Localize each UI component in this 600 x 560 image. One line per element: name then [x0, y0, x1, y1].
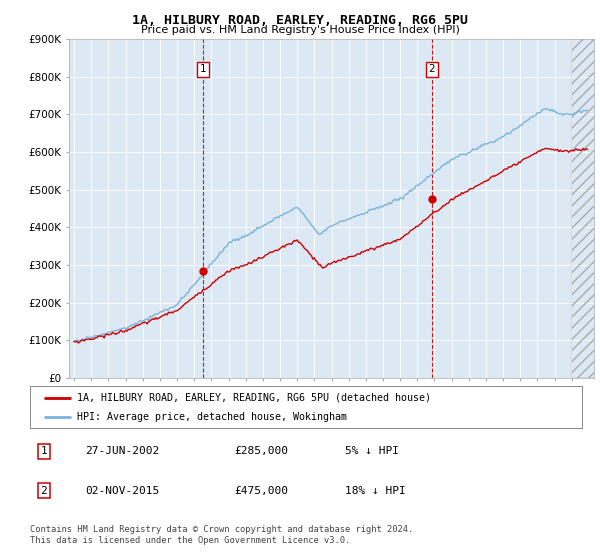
Text: 27-JUN-2002: 27-JUN-2002 — [85, 446, 160, 456]
Text: 18% ↓ HPI: 18% ↓ HPI — [344, 486, 406, 496]
Text: Contains HM Land Registry data © Crown copyright and database right 2024.
This d: Contains HM Land Registry data © Crown c… — [30, 525, 413, 545]
Text: 02-NOV-2015: 02-NOV-2015 — [85, 486, 160, 496]
Text: 1: 1 — [199, 64, 206, 74]
Text: 1A, HILBURY ROAD, EARLEY, READING, RG6 5PU (detached house): 1A, HILBURY ROAD, EARLEY, READING, RG6 5… — [77, 393, 431, 403]
Text: £285,000: £285,000 — [234, 446, 288, 456]
Text: 2: 2 — [40, 486, 47, 496]
Text: HPI: Average price, detached house, Wokingham: HPI: Average price, detached house, Woki… — [77, 412, 347, 422]
Bar — [572, 39, 598, 378]
Text: £475,000: £475,000 — [234, 486, 288, 496]
Text: 1A, HILBURY ROAD, EARLEY, READING, RG6 5PU: 1A, HILBURY ROAD, EARLEY, READING, RG6 5… — [132, 14, 468, 27]
Bar — [572, 39, 598, 378]
Text: 5% ↓ HPI: 5% ↓ HPI — [344, 446, 398, 456]
Text: Price paid vs. HM Land Registry's House Price Index (HPI): Price paid vs. HM Land Registry's House … — [140, 25, 460, 35]
Text: 2: 2 — [428, 64, 435, 74]
Text: 1: 1 — [40, 446, 47, 456]
